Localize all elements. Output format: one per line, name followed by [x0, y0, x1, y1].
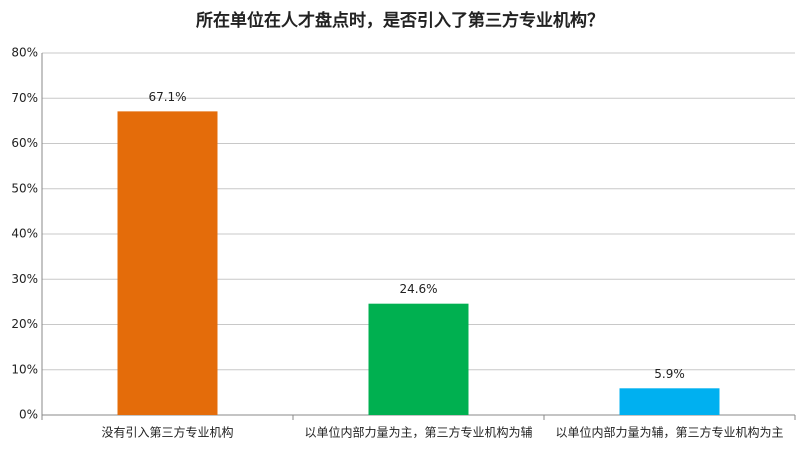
data-label: 24.6%	[399, 282, 437, 296]
y-tick-label: 30%	[11, 272, 38, 286]
y-tick-label: 70%	[11, 91, 38, 105]
y-tick-label: 20%	[11, 317, 38, 331]
x-tick-label: 以单位内部力量为辅，第三方专业机构为主	[555, 425, 783, 440]
data-label: 5.9%	[654, 367, 685, 381]
y-tick-label: 40%	[11, 227, 38, 241]
x-tick-label: 以单位内部力量为主，第三方专业机构为辅	[304, 425, 532, 440]
y-tick-label: 10%	[11, 362, 38, 376]
y-tick-label: 50%	[11, 181, 38, 195]
y-tick-label: 60%	[11, 136, 38, 150]
bar	[117, 111, 218, 415]
y-tick-label: 0%	[19, 408, 38, 422]
chart-title: 所在单位在人才盘点时，是否引入了第三方专业机构？	[196, 10, 604, 30]
y-tick-label: 80%	[11, 46, 38, 60]
data-label: 67.1%	[148, 90, 186, 104]
x-tick-label: 没有引入第三方专业机构	[101, 425, 233, 440]
bar	[368, 303, 469, 415]
bar	[619, 388, 720, 415]
